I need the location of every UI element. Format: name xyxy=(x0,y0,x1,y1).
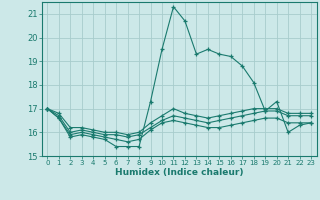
X-axis label: Humidex (Indice chaleur): Humidex (Indice chaleur) xyxy=(115,168,244,177)
